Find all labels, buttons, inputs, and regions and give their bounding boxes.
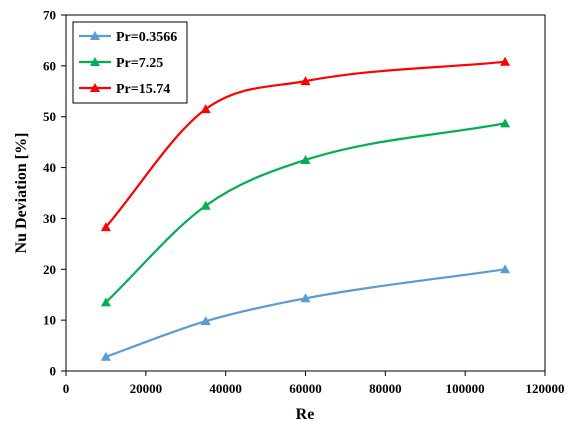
legend-marker <box>90 31 100 40</box>
y-tick-label: 10 <box>43 313 56 328</box>
data-point-marker <box>300 76 311 86</box>
y-tick-label: 50 <box>43 109 56 124</box>
x-tick-label: 80000 <box>369 381 402 396</box>
x-tick-label: 40000 <box>209 381 242 396</box>
series-line <box>105 60 506 228</box>
data-point-marker <box>100 222 111 232</box>
x-tick-label: 100000 <box>446 381 485 396</box>
data-point-marker <box>300 154 311 164</box>
x-tick-label: 20000 <box>130 381 163 396</box>
legend: Pr=0.3566 Pr=7.25 Pr=15.74 <box>72 21 188 104</box>
x-axis-ticks: 0 20000 40000 60000 80000 100000 120000 <box>63 371 565 396</box>
data-point-marker <box>200 200 211 210</box>
data-point-marker <box>500 56 511 66</box>
series-3 <box>100 56 511 232</box>
data-point-marker <box>100 351 111 361</box>
x-tick-label: 0 <box>63 381 70 396</box>
x-tick-label: 120000 <box>526 381 565 396</box>
data-point-marker <box>300 293 311 303</box>
y-tick-label: 30 <box>43 211 56 226</box>
data-point-marker <box>200 316 211 326</box>
x-tick-label: 60000 <box>289 381 322 396</box>
y-tick-label: 60 <box>43 58 56 73</box>
series-line <box>105 122 506 304</box>
y-axis-title: Nu Deviation [%] <box>13 133 30 254</box>
y-tick-label: 20 <box>43 262 56 277</box>
x-axis-title: Re <box>296 406 315 423</box>
series-line <box>105 268 506 358</box>
data-point-marker <box>500 118 511 128</box>
y-tick-label: 0 <box>50 364 57 379</box>
series-layer <box>100 56 511 361</box>
data-point-marker <box>200 104 211 114</box>
y-axis-ticks: 0 10 20 30 40 50 60 70 <box>43 8 66 379</box>
legend-label: Pr=0.3566 <box>116 30 177 45</box>
series-2 <box>100 118 511 307</box>
legend-marker <box>90 83 100 92</box>
data-point-marker <box>100 297 111 307</box>
y-tick-label: 70 <box>43 8 56 23</box>
y-tick-label: 40 <box>43 160 56 175</box>
data-point-marker <box>500 264 511 274</box>
legend-marker <box>90 57 100 66</box>
legend-label: Pr=15.74 <box>116 82 170 97</box>
legend-label: Pr=7.25 <box>116 56 163 71</box>
series-1 <box>100 264 511 361</box>
